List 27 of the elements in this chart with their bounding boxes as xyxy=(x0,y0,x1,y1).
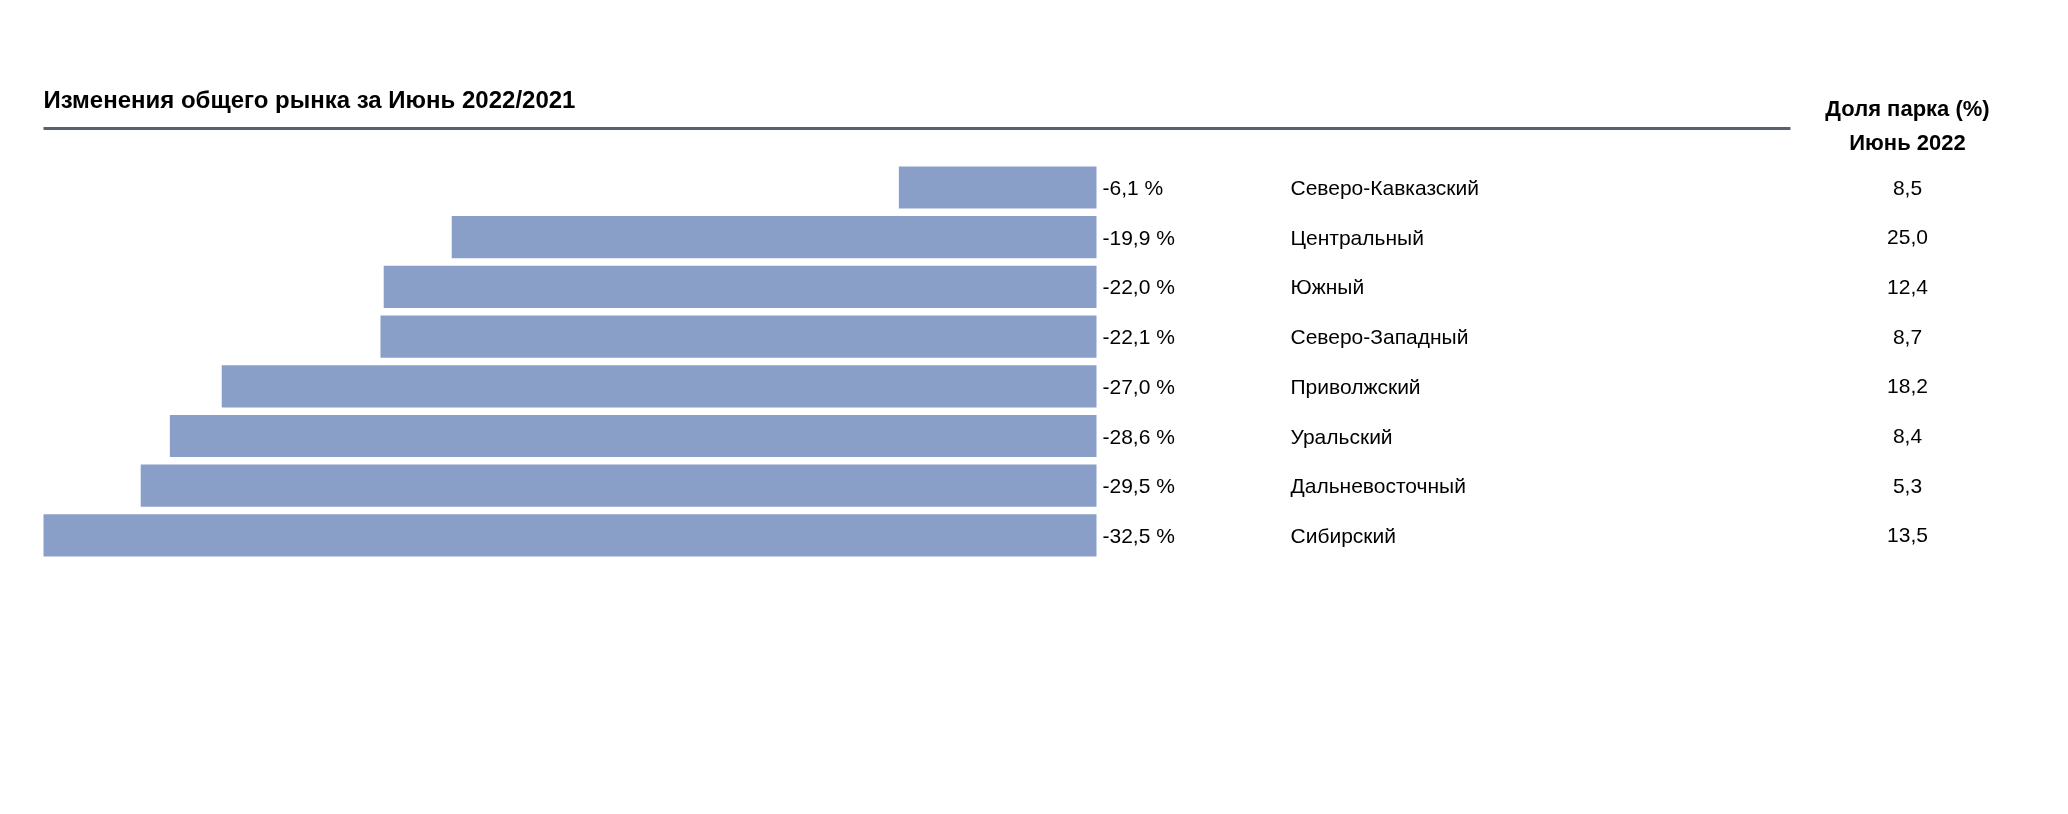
text: Доля парка (%) xyxy=(1825,96,1990,121)
data-label: -22,1 % xyxy=(1102,325,1175,349)
data-label: -28,6 % xyxy=(1102,424,1175,448)
text: Июнь 2022 xyxy=(1849,130,1966,155)
y-tick-label: Северо-Кавказский xyxy=(1290,176,1479,199)
text: 5,3 xyxy=(1892,473,1923,497)
y-tick-label: Северо-Западный xyxy=(1290,325,1469,349)
y-tick-label: Уральский xyxy=(1290,424,1393,448)
y-tick-label: Южный xyxy=(1290,275,1365,299)
y-tick-label: Дальневосточный xyxy=(1290,474,1466,498)
text: 18,2 xyxy=(1887,374,1928,398)
data-label: -29,5 % xyxy=(1102,474,1175,498)
data-label: -19,9 % xyxy=(1102,225,1175,249)
data-label: -32,5 % xyxy=(1102,523,1175,547)
text: 25,0 xyxy=(1887,225,1928,249)
text: 12,4 xyxy=(1887,274,1928,298)
y-tick-label: Сибирский xyxy=(1290,523,1396,547)
text: 8,7 xyxy=(1892,324,1923,348)
text: 8,5 xyxy=(1892,175,1923,199)
y-tick-label: Приволжский xyxy=(1290,374,1421,398)
data-label: -27,0 % xyxy=(1102,374,1175,398)
chart-title: Изменения общего рынка за Июнь 2022/2021 xyxy=(43,86,576,113)
y-tick-label: Центральный xyxy=(1290,225,1424,249)
data-label: -22,0 % xyxy=(1102,275,1175,299)
text: 8,4 xyxy=(1892,424,1923,447)
data-label: -6,1 % xyxy=(1102,176,1164,199)
text: 13,5 xyxy=(1887,523,1928,547)
